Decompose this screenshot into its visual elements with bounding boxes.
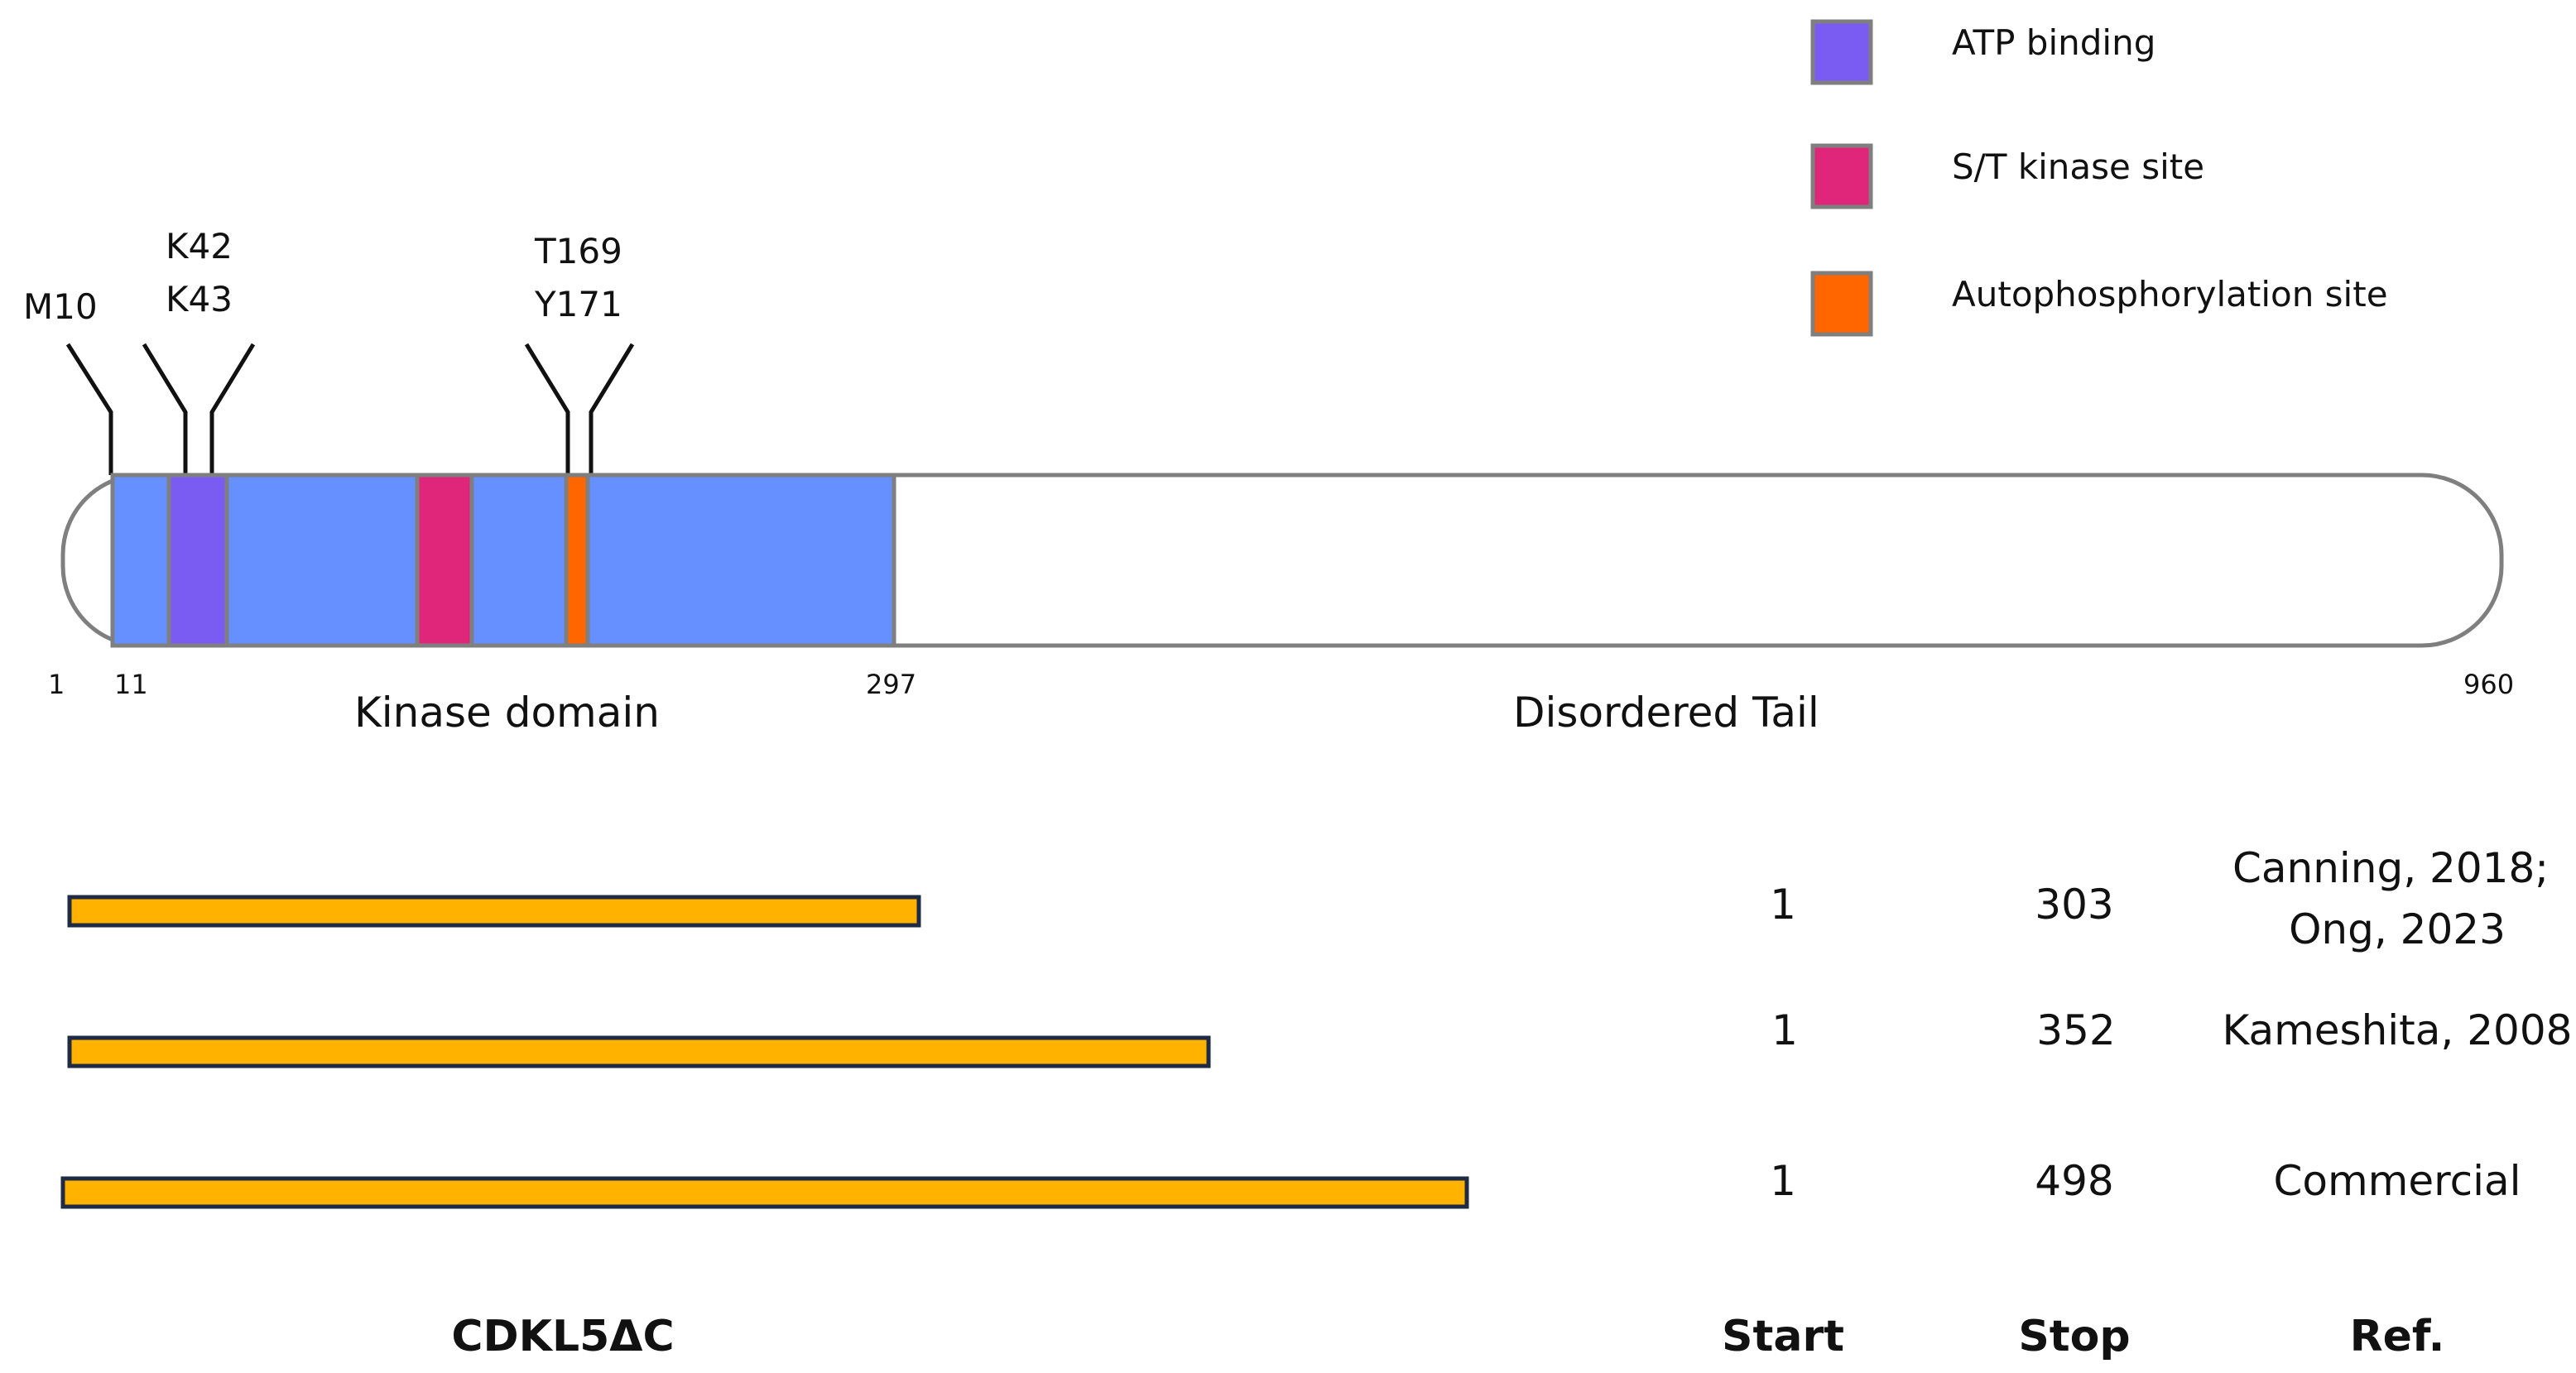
legend-swatch-autophosphorylation-site bbox=[1810, 271, 1873, 337]
row-2-stop: 352 bbox=[2036, 1006, 2115, 1054]
atp-binding-block bbox=[166, 473, 229, 648]
construct-bars bbox=[60, 895, 1469, 1209]
kinase-domain-label: Kinase domain bbox=[354, 689, 660, 737]
legend-swatch-st-kinase-site bbox=[1810, 143, 1873, 209]
header-start: Start bbox=[1722, 1312, 1844, 1361]
row-3-ref: Commercial bbox=[2273, 1157, 2521, 1205]
position-label-1: 1 bbox=[48, 669, 65, 700]
site-label-t169-y171: T169 Y171 bbox=[534, 231, 633, 324]
row-2-start: 1 bbox=[1771, 1006, 1798, 1054]
row-3-start: 1 bbox=[1770, 1157, 1796, 1205]
callout-line-y171 bbox=[589, 343, 635, 475]
legend-label-autophosphorylation-site: Autophosphorylation site bbox=[1952, 274, 2388, 314]
position-labels: 1 11 297 960 Kinase domain Disordered Ta… bbox=[48, 669, 2514, 737]
row-1-start: 1 bbox=[1770, 881, 1796, 929]
st-kinase-site-block bbox=[415, 473, 474, 648]
position-label-960: 960 bbox=[2463, 669, 2514, 700]
table-row: 1 498 Commercial bbox=[1770, 1157, 2521, 1205]
table-row: 1 303 Canning, 2018; Ong, 2023 bbox=[1770, 844, 2562, 953]
construct-bar-1-352 bbox=[67, 1035, 1211, 1068]
autophosphorylation-block bbox=[564, 473, 590, 648]
construct-bar-1-303 bbox=[67, 895, 921, 928]
callout-line-t169 bbox=[524, 343, 570, 475]
kinase-domain-block bbox=[110, 473, 896, 648]
construct-table-headers: CDKL5ΔC Start Stop Ref. bbox=[451, 1312, 2444, 1361]
row-1-stop: 303 bbox=[2035, 881, 2113, 929]
row-3-stop: 498 bbox=[2035, 1157, 2113, 1205]
construct-bar-1-498 bbox=[60, 1176, 1469, 1209]
protein-bar bbox=[60, 473, 2504, 648]
site-label-m10: M10 bbox=[23, 286, 98, 327]
legend: ATP binding S/T kinase site Autophosphor… bbox=[1810, 19, 2388, 337]
site-label-k42-k43: K42 K43 bbox=[166, 226, 243, 319]
position-label-297: 297 bbox=[866, 669, 916, 700]
callout-line-m10 bbox=[65, 343, 113, 475]
callout-line-k42 bbox=[142, 343, 188, 475]
disordered-tail-label: Disordered Tail bbox=[1513, 689, 1819, 737]
legend-swatch-atp-binding bbox=[1810, 19, 1873, 85]
legend-label-atp-binding: ATP binding bbox=[1952, 22, 2155, 63]
legend-label-st-kinase-site: S/T kinase site bbox=[1952, 146, 2204, 187]
site-labels: M10 K42 K43 T169 Y171 bbox=[23, 226, 633, 327]
header-construct-name: CDKL5ΔC bbox=[451, 1312, 674, 1361]
site-callout-lines bbox=[65, 343, 635, 475]
table-row: 1 352 Kameshita, 2008 bbox=[1771, 1006, 2572, 1054]
header-ref: Ref. bbox=[2350, 1312, 2445, 1361]
row-2-ref: Kameshita, 2008 bbox=[2223, 1006, 2573, 1054]
header-stop: Stop bbox=[2018, 1312, 2130, 1361]
callout-line-k43 bbox=[209, 343, 256, 475]
position-label-11: 11 bbox=[114, 669, 148, 700]
construct-table: 1 303 Canning, 2018; Ong, 2023 1 352 Kam… bbox=[1770, 844, 2572, 1205]
row-1-ref: Canning, 2018; Ong, 2023 bbox=[2232, 844, 2562, 953]
